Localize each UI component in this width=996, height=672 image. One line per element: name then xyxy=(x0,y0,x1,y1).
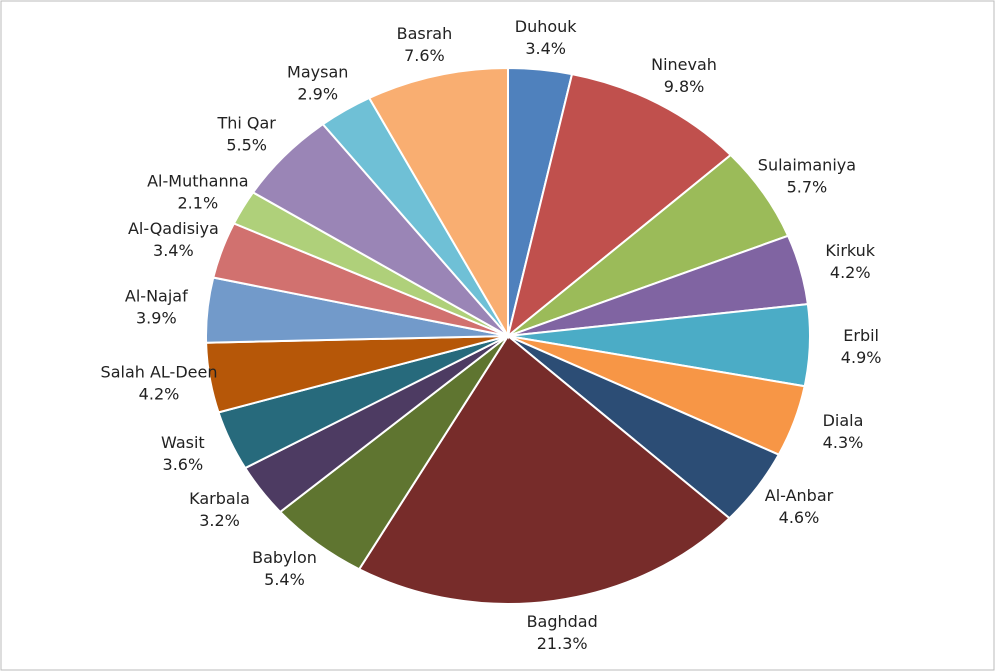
slice-value-label: 2.9% xyxy=(297,85,338,104)
slice-value-label: 3.4% xyxy=(153,241,194,260)
slice-label: Duhouk xyxy=(515,17,578,36)
slice-value-label: 9.8% xyxy=(664,77,705,96)
slice-label: Sulaimaniya xyxy=(758,155,856,174)
slice-value-label: 4.6% xyxy=(779,508,820,527)
slice-label: Ninevah xyxy=(651,55,717,74)
slice-label: Wasit xyxy=(161,433,205,452)
slice-label: Thi Qar xyxy=(216,113,276,132)
pie-slice xyxy=(357,334,731,605)
slice-label: Diala xyxy=(823,411,864,430)
slice-label: Al-Anbar xyxy=(765,486,834,505)
slice-label: Baghdad xyxy=(527,612,598,631)
slice-label: Basrah xyxy=(397,24,453,43)
slice-value-label: 3.9% xyxy=(136,308,177,327)
slice-label: Kirkuk xyxy=(825,241,875,260)
slice-value-label: 3.6% xyxy=(163,455,204,474)
pie-slice xyxy=(367,66,509,340)
slice-value-label: 5.4% xyxy=(264,570,305,589)
slice-value-label: 21.3% xyxy=(537,634,588,653)
slice-value-label: 5.5% xyxy=(226,135,267,154)
pie-slice xyxy=(506,72,733,339)
slice-label: Erbil xyxy=(843,326,879,345)
slice-value-label: 3.2% xyxy=(199,511,240,530)
slice-value-label: 4.3% xyxy=(823,433,864,452)
slice-value-label: 4.2% xyxy=(139,384,180,403)
slice-label: Al-Qadisiya xyxy=(128,219,219,238)
slice-value-label: 5.7% xyxy=(787,177,828,196)
slice-value-label: 3.4% xyxy=(525,39,566,58)
slice-value-label: 2.1% xyxy=(178,194,219,213)
slice-label: Al-Najaf xyxy=(125,286,188,305)
slice-label: Maysan xyxy=(287,63,348,82)
slice-value-label: 4.9% xyxy=(841,348,882,367)
slice-value-label: 7.6% xyxy=(404,46,445,65)
slice-label: Karbala xyxy=(189,489,250,508)
slice-label: Salah AL-Deen xyxy=(101,362,218,381)
slice-label: Al-Muthanna xyxy=(147,172,248,191)
slice-label: Babylon xyxy=(252,548,317,567)
slice-value-label: 4.2% xyxy=(830,263,871,282)
